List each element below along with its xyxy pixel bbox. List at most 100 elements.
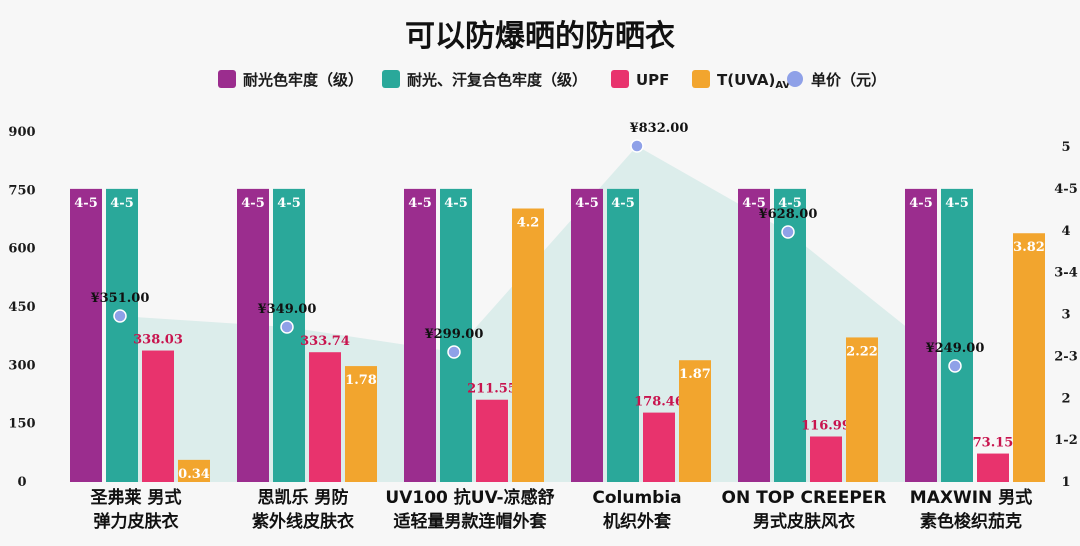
- tuva-value-label: 1.87: [679, 367, 711, 382]
- category-label: ON TOP CREEPER: [722, 488, 887, 508]
- category-label: 紫外线皮肤衣: [252, 511, 354, 532]
- legend-swatch: [611, 70, 629, 88]
- right-tick-label: 3-4: [1054, 266, 1078, 281]
- tuva-value-label: 2.22: [846, 344, 878, 359]
- category-label: 机织外套: [603, 511, 672, 532]
- price-point: [630, 139, 644, 153]
- upf-value-label: 338.03: [133, 333, 183, 348]
- legend: 耐光色牢度（级） 耐光、汗复合色牢度（级） UPF T(UVA)AV 单价（元）: [218, 70, 886, 91]
- right-tick-label: 2-3: [1054, 349, 1078, 364]
- right-tick-label: 5: [1061, 140, 1070, 155]
- bar-tuva: [512, 208, 544, 482]
- category-label: UV100 抗UV-凉感舒: [385, 487, 554, 508]
- legend-swatch: [692, 70, 710, 88]
- right-axis: 1 1-2 2 2-3 3 3-4 4 4-5 5: [1054, 140, 1078, 490]
- price-point: [948, 359, 962, 373]
- bar-value-label: 4-5: [611, 196, 635, 211]
- upf-value-label: 211.55: [467, 382, 517, 397]
- bar-value-label: 4-5: [444, 196, 468, 211]
- right-tick-label: 1-2: [1054, 433, 1078, 448]
- price-point: [447, 345, 461, 359]
- bar-value-label: 4-5: [277, 196, 301, 211]
- bar-upf: [476, 399, 508, 482]
- tuva-value-label: 4.2: [517, 215, 540, 230]
- bar-value-label: 4-5: [241, 196, 265, 211]
- bar-upf: [142, 350, 174, 482]
- bars: 4-5 4-5 338.03 0.34 4-5 4-5 333.74 1.78 4-5 4-5 21…: [70, 188, 1045, 482]
- bar-upf: [977, 453, 1009, 482]
- price-label: ¥349.00: [258, 302, 317, 317]
- bar-value-label: 4-5: [110, 196, 134, 211]
- legend-swatch: [787, 71, 803, 87]
- legend-label: T(UVA)AV: [717, 71, 790, 91]
- bar-value-label: 4-5: [575, 196, 599, 211]
- bar-fastness: [905, 188, 937, 482]
- price-label: ¥249.00: [926, 341, 985, 356]
- bar-tuva: [345, 366, 377, 482]
- price-point: [113, 309, 127, 323]
- bar-value-label: 4-5: [742, 196, 766, 211]
- right-tick-label: 3: [1061, 308, 1070, 323]
- bar-fastness: [738, 188, 770, 482]
- legend-swatch: [218, 70, 236, 88]
- legend-label: UPF: [636, 71, 669, 89]
- bar-tuva: [846, 337, 878, 482]
- bar-value-label: 4-5: [74, 196, 98, 211]
- bar-fastness: [571, 188, 603, 482]
- price-point: [280, 320, 294, 334]
- tuva-value-label: 3.82: [1013, 240, 1045, 255]
- right-tick-label: 2: [1061, 391, 1070, 406]
- bar-value-label: 4-5: [909, 196, 933, 211]
- left-tick-label: 300: [8, 358, 35, 373]
- left-tick-label: 0: [17, 475, 26, 490]
- left-tick-label: 150: [8, 417, 35, 432]
- bar-sweat-fastness: [941, 188, 973, 482]
- tuva-value-label: 0.34: [178, 467, 210, 482]
- price-points: ¥351.00 ¥349.00 ¥299.00 ¥832.00 ¥628.00 ¥249.…: [91, 121, 985, 373]
- bar-fastness: [237, 188, 269, 482]
- category-label: 思凯乐 男防: [258, 487, 349, 508]
- bar-value-label: 4-5: [778, 196, 802, 211]
- price-label: ¥351.00: [91, 291, 150, 306]
- right-tick-label: 4-5: [1054, 182, 1078, 197]
- price-label: ¥832.00: [630, 121, 689, 136]
- category-label: MAXWIN 男式: [910, 487, 1032, 508]
- bar-sweat-fastness: [273, 188, 305, 482]
- left-tick-label: 750: [8, 183, 35, 198]
- bar-sweat-fastness: [106, 188, 138, 482]
- bar-tuva: [1013, 233, 1045, 482]
- upf-value-label: 333.74: [300, 334, 350, 349]
- legend-label-subscript: AV: [775, 80, 790, 91]
- legend-label: 单价（元）: [811, 71, 886, 89]
- tuva-value-label: 1.78: [345, 373, 377, 388]
- price-point: [781, 225, 795, 239]
- bar-tuva: [679, 360, 711, 482]
- legend-label: 耐光色牢度（级）: [243, 71, 363, 89]
- left-tick-label: 450: [8, 300, 35, 315]
- bar-sweat-fastness: [440, 188, 472, 482]
- bar-upf: [309, 352, 341, 482]
- category-label: 适轻量男款连帽外套: [394, 511, 548, 532]
- category-label: 男式皮肤风衣: [753, 511, 855, 532]
- price-label: ¥628.00: [759, 207, 818, 222]
- bar-sweat-fastness: [607, 188, 639, 482]
- legend-label: 耐光、汗复合色牢度（级）: [407, 71, 587, 89]
- bar-tuva: [178, 459, 210, 482]
- price-label: ¥299.00: [425, 327, 484, 342]
- legend-swatch: [382, 70, 400, 88]
- left-tick-label: 600: [8, 242, 35, 257]
- upf-value-label: 116.99: [801, 419, 851, 434]
- left-axis: 0 150 300 450 600 750 900: [8, 125, 35, 490]
- bar-upf: [810, 436, 842, 482]
- bar-upf: [643, 412, 675, 482]
- upf-value-label: 178.46: [634, 395, 684, 410]
- upf-value-label: 73.15: [973, 436, 1014, 451]
- bar-fastness: [70, 188, 102, 482]
- category-label: Columbia: [592, 488, 681, 508]
- bar-fastness: [404, 188, 436, 482]
- bar-value-label: 4-5: [945, 196, 969, 211]
- left-tick-label: 900: [8, 125, 35, 140]
- right-tick-label: 1: [1061, 475, 1070, 490]
